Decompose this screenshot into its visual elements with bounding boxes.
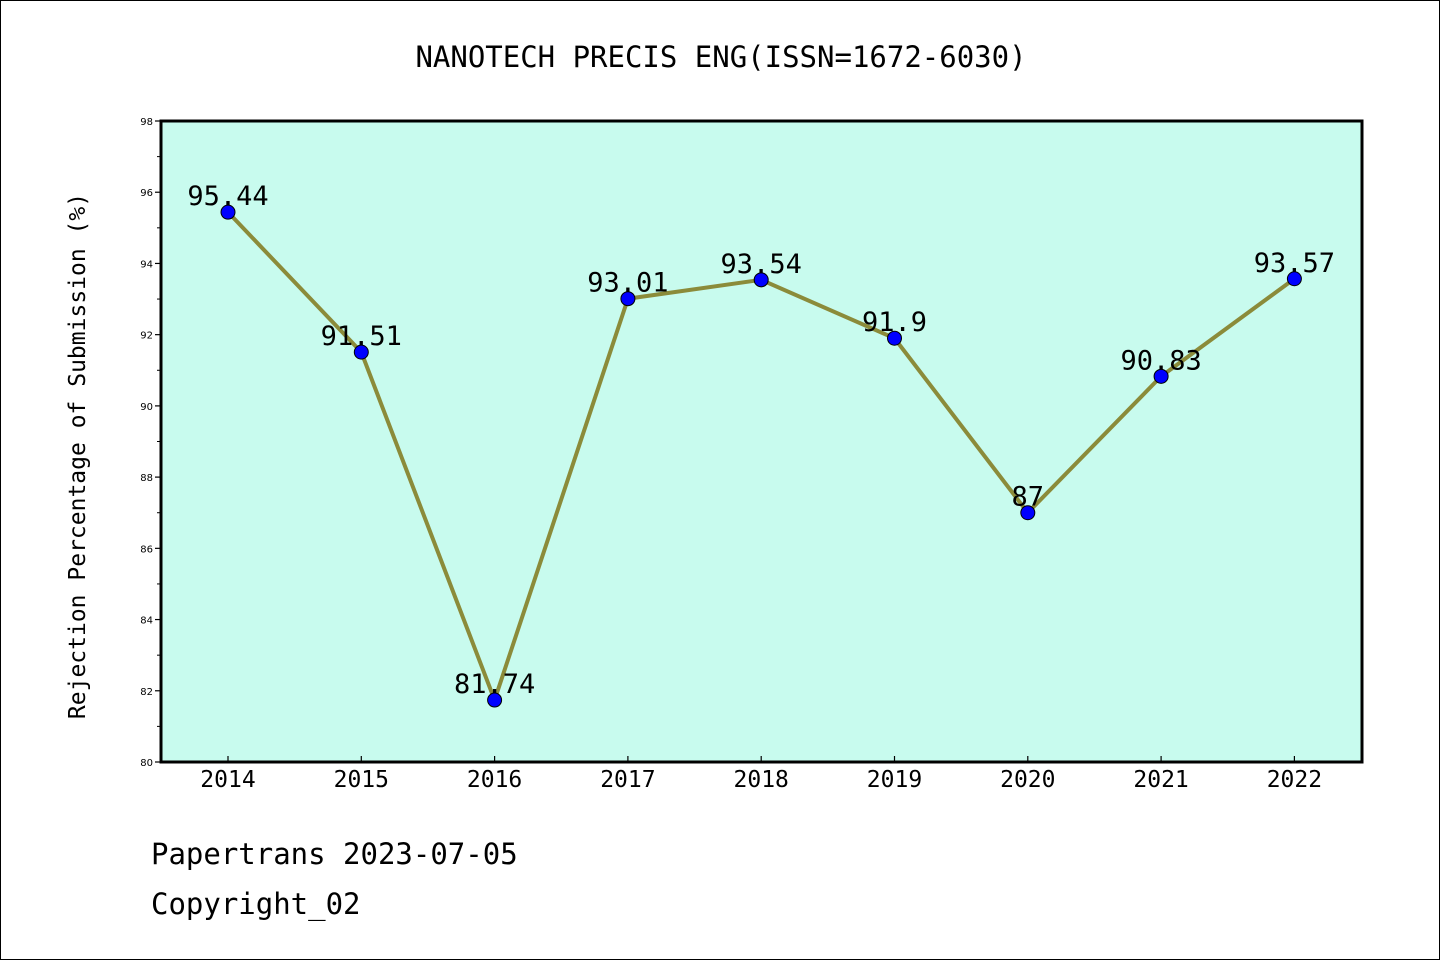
y-tick-label: 88 — [140, 473, 153, 484]
y-tick-label: 86 — [140, 544, 153, 555]
y-tick-label: 84 — [140, 616, 153, 627]
y-tick-label: 98 — [140, 117, 153, 128]
y-tick-label: 94 — [140, 259, 153, 270]
x-tick-label: 2016 — [467, 767, 522, 793]
data-point — [487, 692, 503, 708]
footer-date-text: Papertrans 2023-07-05 — [151, 837, 518, 871]
x-tick-label: 2014 — [200, 767, 255, 793]
y-tick-label: 80 — [140, 758, 153, 769]
y-tick-label: 96 — [140, 188, 153, 199]
data-label: 93.01 — [587, 268, 668, 299]
x-tick-label: 2022 — [1267, 767, 1322, 793]
x-tick-label: 2020 — [1000, 767, 1055, 793]
data-label: 91.51 — [321, 321, 402, 352]
y-tick-label: 82 — [140, 687, 153, 698]
data-point — [1286, 271, 1302, 287]
data-label: 95.44 — [187, 181, 268, 212]
data-point — [220, 204, 236, 220]
y-axis: 80 82 84 86 88 90 92 94 96 98 — [140, 117, 161, 769]
x-tick-label: 2015 — [334, 767, 389, 793]
data-label: 90.83 — [1120, 345, 1201, 376]
data-label: 81.74 — [454, 669, 535, 700]
x-tick-label: 2018 — [734, 767, 789, 793]
data-label: 93.54 — [721, 249, 802, 280]
data-point — [1153, 368, 1169, 384]
x-tick-label: 2017 — [600, 767, 655, 793]
data-point — [353, 344, 369, 360]
y-axis-label: Rejection Percentage of Submission (%) — [65, 193, 91, 719]
data-label: 91.9 — [862, 307, 927, 338]
data-point — [753, 272, 769, 288]
x-tick-label: 2021 — [1133, 767, 1188, 793]
data-point — [1020, 505, 1036, 521]
x-axis: 2014 2015 2016 2017 2018 2019 2020 2021 2022 — [200, 756, 1322, 793]
y-tick-label: 90 — [140, 402, 153, 413]
data-label: 87 — [1012, 482, 1045, 513]
data-point — [620, 291, 636, 307]
series: 95.44 91.51 81.74 93.01 93.54 91.9 87 90.83 93.5… — [187, 181, 1335, 708]
data-point — [887, 330, 902, 346]
y-tick-label: 92 — [140, 331, 153, 342]
x-tick-label: 2019 — [867, 767, 922, 793]
chart-title: NANOTECH PRECIS ENG(ISSN=1672-6030) — [415, 40, 1026, 74]
data-label: 93.57 — [1254, 248, 1335, 279]
footer-copyright-text: Copyright_02 — [151, 887, 361, 921]
plot-area — [159, 119, 1364, 764]
